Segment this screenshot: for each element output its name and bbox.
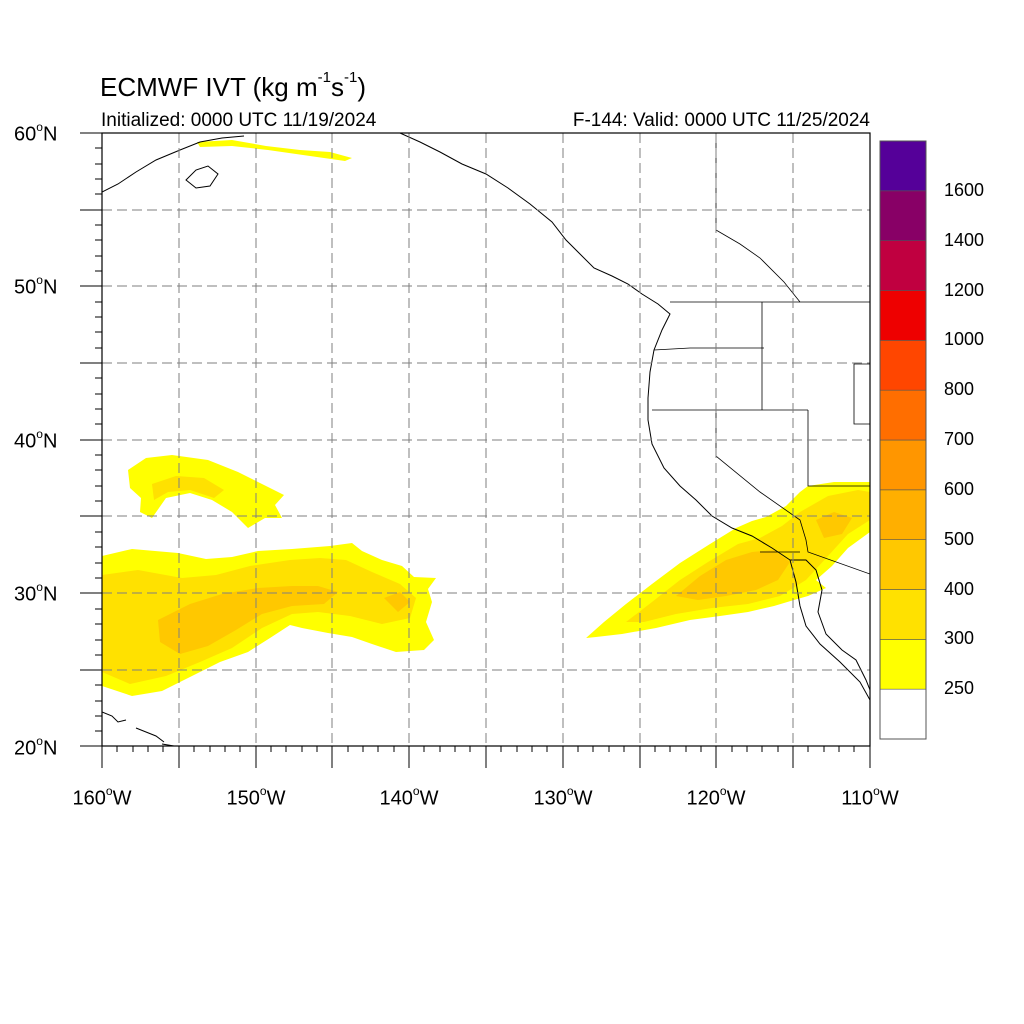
colorbar-swatch (879, 190, 927, 241)
ivt-arc-core (152, 476, 224, 500)
lat-label-30n: 30oN (14, 580, 58, 606)
ivt-river-east-core2 (816, 512, 852, 538)
colorbar-frame (879, 140, 927, 740)
colorbar-label: 1000 (944, 329, 985, 350)
colorbar-swatch (879, 688, 927, 740)
colorbar-swatch (879, 639, 927, 690)
axis-ticks (80, 132, 871, 768)
colorbar-swatch (879, 389, 927, 441)
colorbar-swatch (879, 589, 927, 640)
lon-label-140w: 140oW (379, 784, 439, 810)
valid-time-label: F-144: Valid: 0000 UTC 11/25/2024 (572, 110, 870, 131)
coastlines (102, 133, 870, 746)
lon-label-110w: 110oW (841, 784, 899, 810)
graticule (102, 133, 870, 746)
colorbar-label: 500 (944, 528, 975, 549)
lat-label-40n: 40oN (14, 427, 58, 453)
lon-label-130w: 130oW (533, 784, 593, 810)
colorbar-swatch (879, 439, 927, 491)
colorbar-swatch (879, 539, 927, 590)
colorbar-label: 250 (944, 678, 975, 699)
ivt-river-east-core (676, 550, 790, 600)
lat-label-50n: 50oN (14, 273, 58, 299)
lon-label-150w: 150oW (226, 784, 286, 810)
colorbar-label: 1400 (944, 229, 985, 250)
lat-label-60n: 60oN (14, 120, 58, 146)
lon-label-120w: 120oW (686, 784, 746, 810)
colorbar-label: 700 (944, 429, 975, 449)
colorbar-label: 300 (944, 628, 975, 649)
lat-label-20n: 20oN (14, 734, 58, 760)
colorbar-swatch (879, 290, 927, 341)
lon-label-160w: 160oW (72, 784, 132, 810)
colorbar-swatch (879, 340, 927, 391)
ivt-river-west-core (158, 586, 338, 654)
colorbar-label: 1200 (944, 279, 985, 300)
colorbar-label: 400 (944, 578, 975, 599)
ivt-plume-north (197, 140, 352, 161)
colorbar-label: 800 (944, 379, 975, 400)
init-time-label: Initialized: 0000 UTC 11/19/2024 (101, 110, 377, 131)
map-title: ECMWF IVT (kg m-1s-1) (100, 69, 366, 102)
colorbar-label: 600 (944, 478, 975, 499)
colorbar-swatch (879, 489, 927, 540)
ivt-river-west-core2 (384, 592, 410, 612)
colorbar (879, 140, 927, 740)
colorbar-swatch (879, 140, 927, 192)
colorbar-swatch (879, 240, 927, 291)
colorbar-label: 1600 (944, 179, 985, 200)
